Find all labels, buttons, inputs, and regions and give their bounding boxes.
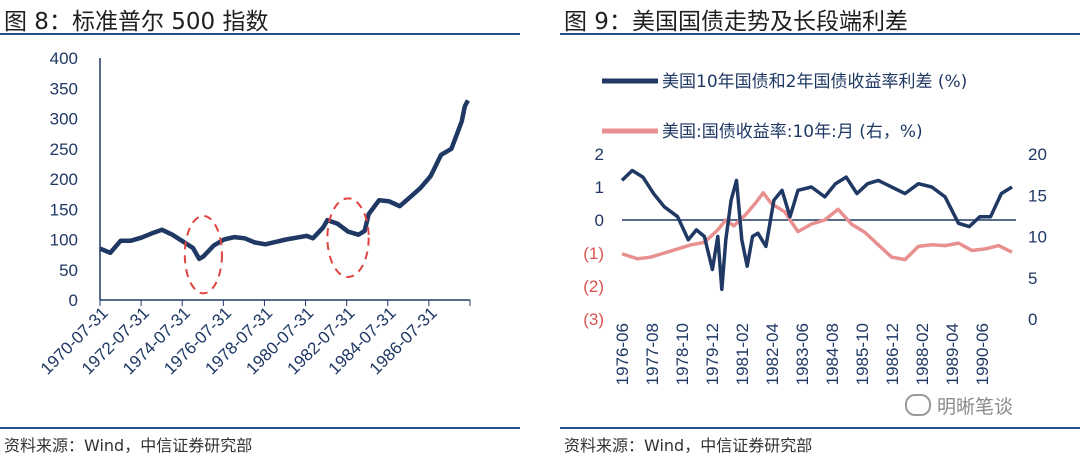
x-tick-label: 1979-12 xyxy=(703,323,722,385)
x-tick-label: 1983-06 xyxy=(793,323,812,385)
chart-title: 图 8：标准普尔 500 指数 xyxy=(4,9,269,35)
x-tick-label: 1986-12 xyxy=(883,323,902,385)
y-tick-label: 0 xyxy=(69,291,78,310)
y-tick-label: 50 xyxy=(59,261,78,280)
watermark-text: 明晰笔谈 xyxy=(937,396,1014,418)
source-note: 资料来源：Wind，中信证券研究部 xyxy=(564,436,813,455)
x-tick-label: 1982-04 xyxy=(763,323,782,385)
y-tick-label: 200 xyxy=(50,170,78,189)
x-tick-label: 1988-02 xyxy=(913,323,932,385)
source-note: 资料来源：Wind，中信证券研究部 xyxy=(4,436,253,455)
y-left-tick-label: (2) xyxy=(583,277,604,296)
sp500-chart: 0501001502002503003504001970-07-311972-0… xyxy=(37,49,471,378)
top-divider xyxy=(560,33,1080,35)
y-tick-label: 350 xyxy=(50,79,78,98)
x-tick-label: 1981-02 xyxy=(733,323,752,385)
y-left-tick-label: 2 xyxy=(595,145,604,164)
y-right-tick-label: 15 xyxy=(1028,186,1047,205)
ten-year-yield-line xyxy=(621,191,1013,262)
y-tick-label: 250 xyxy=(50,140,78,159)
y-tick-label: 400 xyxy=(50,49,78,68)
legend-label: 美国10年国债和2年国债收益率利差 (%) xyxy=(662,72,967,92)
sp500-series-line xyxy=(99,99,470,262)
y-right-tick-label: 0 xyxy=(1028,310,1037,329)
x-tick-label: 1976-06 xyxy=(613,323,632,385)
x-tick-label: 1990-06 xyxy=(973,323,992,385)
x-tick-label: 1989-04 xyxy=(943,323,962,385)
legend-label: 美国:国债收益率:10年:月 (右，%) xyxy=(662,122,923,142)
x-tick-label: 1985-10 xyxy=(853,323,872,385)
y-right-tick-label: 5 xyxy=(1028,269,1037,288)
bottom-divider xyxy=(560,427,1080,429)
top-divider xyxy=(0,33,520,35)
y-left-tick-label: (1) xyxy=(583,244,604,263)
chart-title: 图 9：美国国债走势及长段端利差 xyxy=(564,9,908,35)
y-tick-label: 150 xyxy=(50,200,78,219)
x-tick-label: 1977-08 xyxy=(643,323,662,385)
y-left-tick-label: 0 xyxy=(595,211,604,230)
y-right-tick-label: 10 xyxy=(1028,228,1047,247)
sp500-panel: 图 8：标准普尔 500 指数 0 50 100 150 200 250 300 350 400… xyxy=(0,0,525,458)
y-left-tick-label: 1 xyxy=(595,178,604,197)
bottom-divider xyxy=(0,427,520,429)
highlight-ellipse xyxy=(326,197,370,279)
wechat-icon xyxy=(905,394,931,416)
y-right-tick-label: 20 xyxy=(1028,145,1047,164)
treasury-panel: 图 9：美国国债走势及长段端利差 美国10年国债和2年国债收益率利差 (%) 美国… xyxy=(560,0,1080,458)
y-tick-label: 300 xyxy=(50,110,78,129)
watermark: 明晰笔谈 xyxy=(905,392,1013,419)
x-tick-label: 1978-10 xyxy=(673,323,692,385)
x-tick-label: 1984-08 xyxy=(823,323,842,385)
treasury-chart: 美国10年国债和2年国债收益率利差 (%) 美国:国债收益率:10年:月 (右，%… xyxy=(583,72,1047,385)
spread-line xyxy=(620,168,1013,292)
y-tick-label: 100 xyxy=(50,231,78,250)
y-left-tick-label: (3) xyxy=(583,310,604,329)
highlight-ellipse xyxy=(183,214,223,295)
